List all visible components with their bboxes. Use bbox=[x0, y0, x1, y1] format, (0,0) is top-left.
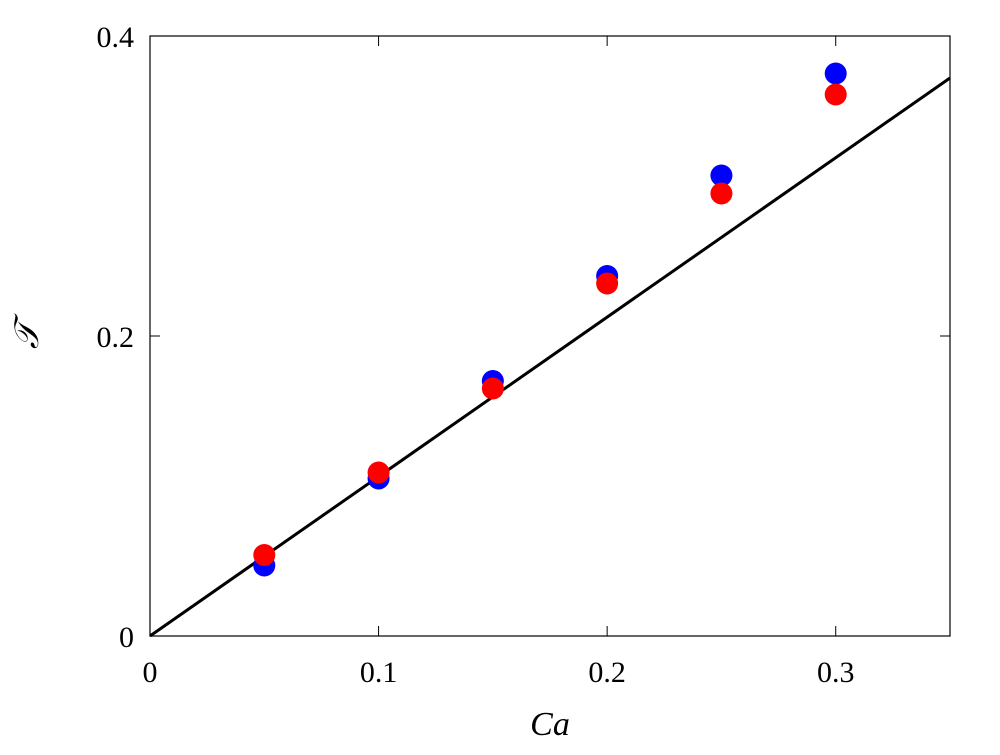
y-tick-label: 0.2 bbox=[97, 321, 135, 354]
y-tick-label: 0.4 bbox=[97, 21, 135, 54]
series-0-point bbox=[824, 62, 847, 85]
series-1-point bbox=[367, 461, 390, 484]
y-tick-label: 0 bbox=[119, 621, 134, 654]
series-1-point bbox=[481, 377, 504, 400]
series-1-point bbox=[710, 182, 733, 205]
x-tick-label: 0 bbox=[143, 656, 158, 689]
x-tick-label: 0.3 bbox=[817, 656, 855, 689]
x-tick-label: 0.2 bbox=[588, 656, 626, 689]
series-1-point bbox=[596, 272, 619, 295]
x-tick-label: 0.1 bbox=[360, 656, 398, 689]
fit-line bbox=[149, 76, 951, 638]
y-axis-label: 𝒯 bbox=[9, 313, 46, 349]
x-axis-label: Ca bbox=[530, 706, 570, 743]
series-1-point bbox=[253, 544, 276, 566]
series-0-point bbox=[710, 164, 733, 187]
series-1-point bbox=[824, 83, 847, 106]
